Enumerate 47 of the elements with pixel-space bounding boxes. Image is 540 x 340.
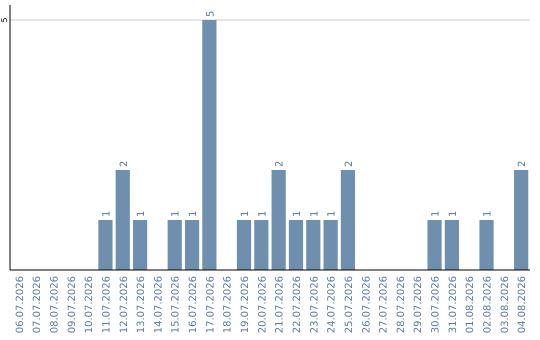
x-tick-label: 07.07.2026 [32, 276, 44, 334]
x-tick-label: 29.07.2026 [413, 276, 424, 334]
x-tick-label: 31.07.2026 [448, 276, 459, 334]
data-label: 5 [205, 10, 216, 17]
data-label: 2 [274, 160, 286, 167]
x-tick-label: 18.07.2026 [222, 276, 234, 334]
data-label: 1 [430, 210, 442, 217]
data-label: 1 [240, 210, 252, 217]
x-tick-label: 23.07.2026 [309, 276, 320, 334]
x-tick-label: 26.07.2026 [361, 276, 372, 334]
data-label: 1 [101, 210, 112, 217]
x-tick-label: 22.07.2026 [292, 276, 303, 334]
data-label: 2 [118, 160, 130, 167]
x-tick-label: 17.07.2026 [205, 276, 216, 334]
data-label: 1 [292, 210, 303, 217]
x-tick-label: 10.07.2026 [84, 276, 96, 334]
x-tick-label: 06.07.2026 [14, 276, 26, 334]
x-tick-label: 21.07.2026 [274, 276, 286, 334]
x-tick-label: 30.07.2026 [430, 276, 442, 334]
x-tick-label: 19.07.2026 [240, 276, 252, 334]
x-tick-label: 03.08.2026 [500, 276, 511, 334]
data-label: 2 [517, 160, 528, 167]
x-tick-label: 08.07.2026 [49, 276, 60, 334]
data-label: 1 [188, 210, 200, 217]
data-label: 1 [448, 210, 459, 217]
x-tick-label: 09.07.2026 [66, 276, 78, 334]
x-tick-label: 13.07.2026 [136, 276, 148, 334]
data-label: 1 [136, 210, 148, 217]
data-label: 1 [482, 210, 494, 217]
x-tick-label: 24.07.2026 [326, 276, 338, 334]
data-label: 2 [344, 160, 355, 167]
x-tick-label: 28.07.2026 [396, 276, 407, 334]
data-label: 1 [170, 210, 182, 217]
data-label: 1 [309, 210, 320, 217]
x-tick-label: 16.07.2026 [188, 276, 200, 334]
x-tick-label: 12.07.2026 [118, 276, 130, 334]
x-tick-label: 04.08.2026 [517, 276, 528, 334]
x-tick-label: 15.07.2026 [170, 276, 182, 334]
x-tick-label: 27.07.2026 [378, 276, 390, 334]
x-tick-label: 20.07.2026 [257, 276, 268, 334]
data-label: 1 [257, 210, 268, 217]
x-tick-label: 11.07.2026 [101, 276, 112, 334]
x-tick-label: 01.08.2026 [465, 276, 476, 334]
x-tick-label: 02.08.2026 [482, 276, 494, 334]
x-tick-label: 14.07.2026 [153, 276, 164, 334]
data-label: 1 [326, 210, 338, 217]
x-tick-label: 25.07.2026 [344, 276, 355, 334]
